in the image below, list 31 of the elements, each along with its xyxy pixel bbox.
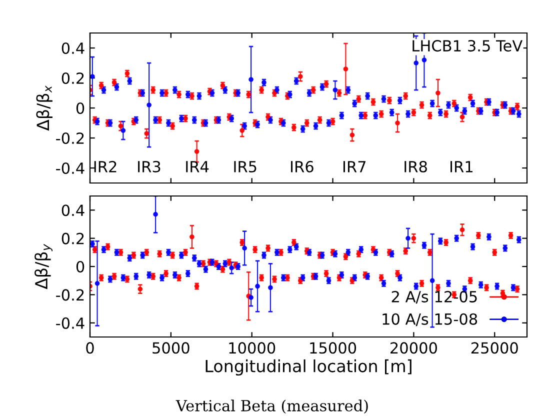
x-tick-label: 5000	[152, 342, 190, 354]
y-tick-label: -0.4	[56, 317, 84, 329]
annotation: LHCB1 3.5 TeV	[412, 40, 522, 52]
annotation: IR6	[291, 160, 314, 172]
annotation: IR2	[94, 160, 116, 172]
x-tick-label: 20000	[390, 342, 437, 354]
annotation: IR3	[138, 160, 160, 172]
y-tick-label: 0	[76, 260, 84, 273]
annotation: IR8	[404, 160, 427, 172]
y-tick-label: 0.2	[62, 72, 84, 84]
y-tick-label: -0.2	[56, 132, 84, 144]
annotation: IR1	[450, 161, 472, 172]
y-tick-label: -0.2	[56, 289, 84, 301]
x-axis-title: Longitudinal location [m]	[206, 359, 412, 376]
y-tick-label: 0.2	[62, 232, 84, 244]
annotation: IR5	[234, 161, 256, 172]
y-axis-title: Δβ/β$_{y}$	[34, 244, 52, 290]
y-tick-label: 0.4	[62, 204, 84, 216]
x-tick-label: 10000	[229, 342, 276, 354]
text: Vertical Beta (measured)	[176, 400, 368, 414]
y-tick-label: 0.4	[62, 42, 84, 54]
annotation: IR7	[343, 161, 366, 172]
legend-label: 2 A/s 12-05	[392, 290, 477, 304]
y-axis-title: Δβ/β$_{x}$	[36, 85, 52, 131]
legend-label: 10 A/s 15-08	[382, 313, 478, 326]
x-tick-label: 15000	[310, 342, 356, 354]
annotation: IR4	[186, 161, 209, 172]
y-tick-label: 0	[76, 102, 84, 114]
x-tick-label: 0	[86, 342, 94, 354]
x-tick-label: 25000	[471, 342, 518, 354]
y-tick-label: -0.4	[56, 162, 84, 174]
